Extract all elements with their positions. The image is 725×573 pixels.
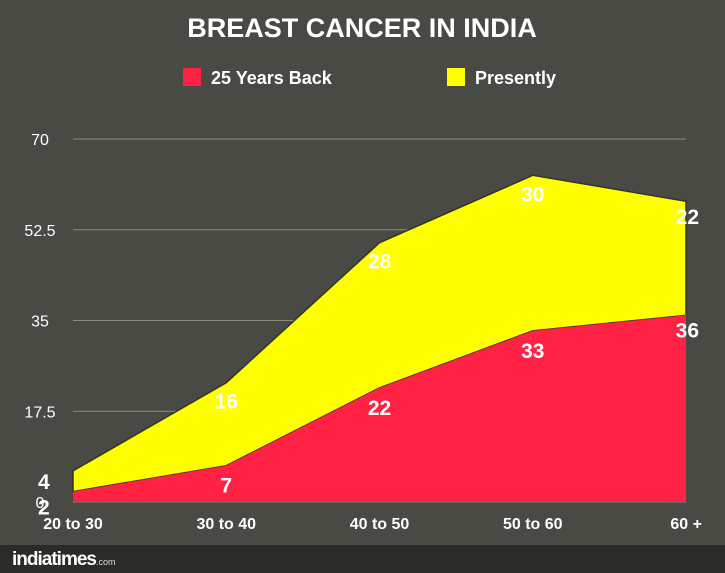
- brand-logo[interactable]: indiatimes.com: [12, 549, 116, 571]
- data-label-presently: 16: [215, 391, 238, 414]
- area-25-years-back: [73, 315, 686, 502]
- x-tick-label-20-to-30: 20 to 30: [43, 516, 103, 533]
- y-tick-label-35: 35: [31, 314, 49, 331]
- x-tick-label-50-to-60: 50 to 60: [503, 516, 563, 533]
- legend-swatch-25-years-back: [183, 68, 201, 86]
- data-label-25-years-back: 36: [676, 319, 699, 342]
- legend: 25 Years Back Presently: [183, 68, 556, 88]
- brand-suffix: .com: [95, 557, 116, 567]
- data-label-25-years-back: 22: [368, 397, 391, 420]
- data-label-presently: 30: [521, 183, 544, 206]
- legend-label-25-years-back: 25 Years Back: [211, 68, 333, 88]
- data-label-presently: 28: [368, 251, 392, 274]
- footer-bar: indiatimes.com: [0, 545, 725, 573]
- data-label-25-years-back: 33: [521, 340, 544, 363]
- data-label-presently: 4: [38, 471, 50, 494]
- y-tick-label-17-5: 17.5: [24, 404, 55, 421]
- y-tick-label-0: 0: [36, 495, 45, 512]
- data-label-25-years-back: 7: [220, 475, 232, 498]
- legend-label-presently: Presently: [475, 68, 556, 88]
- brand-name: indiatimes: [12, 549, 97, 570]
- x-tick-label-40-to-50: 40 to 50: [350, 516, 410, 533]
- legend-swatch-presently: [447, 68, 465, 86]
- y-axis: 0 17.5 35 52.5 70: [24, 132, 55, 512]
- chart-title: BREAST CANCER IN INDIA: [187, 13, 537, 43]
- y-tick-label-70: 70: [31, 132, 49, 149]
- data-label-presently: 22: [676, 206, 699, 229]
- plot-area: [72, 174, 687, 502]
- x-tick-label-60: 60 +: [670, 516, 702, 533]
- data-label-25-years-back: 2: [38, 497, 50, 520]
- x-tick-label-30-to-40: 30 to 40: [196, 516, 256, 533]
- y-tick-label-52-5: 52.5: [24, 223, 55, 240]
- data-labels: 2 7 22 33 36 4 16 28 30 22: [38, 183, 699, 519]
- x-axis: 20 to 30 30 to 40 40 to 50 50 to 60 60 +: [43, 516, 702, 533]
